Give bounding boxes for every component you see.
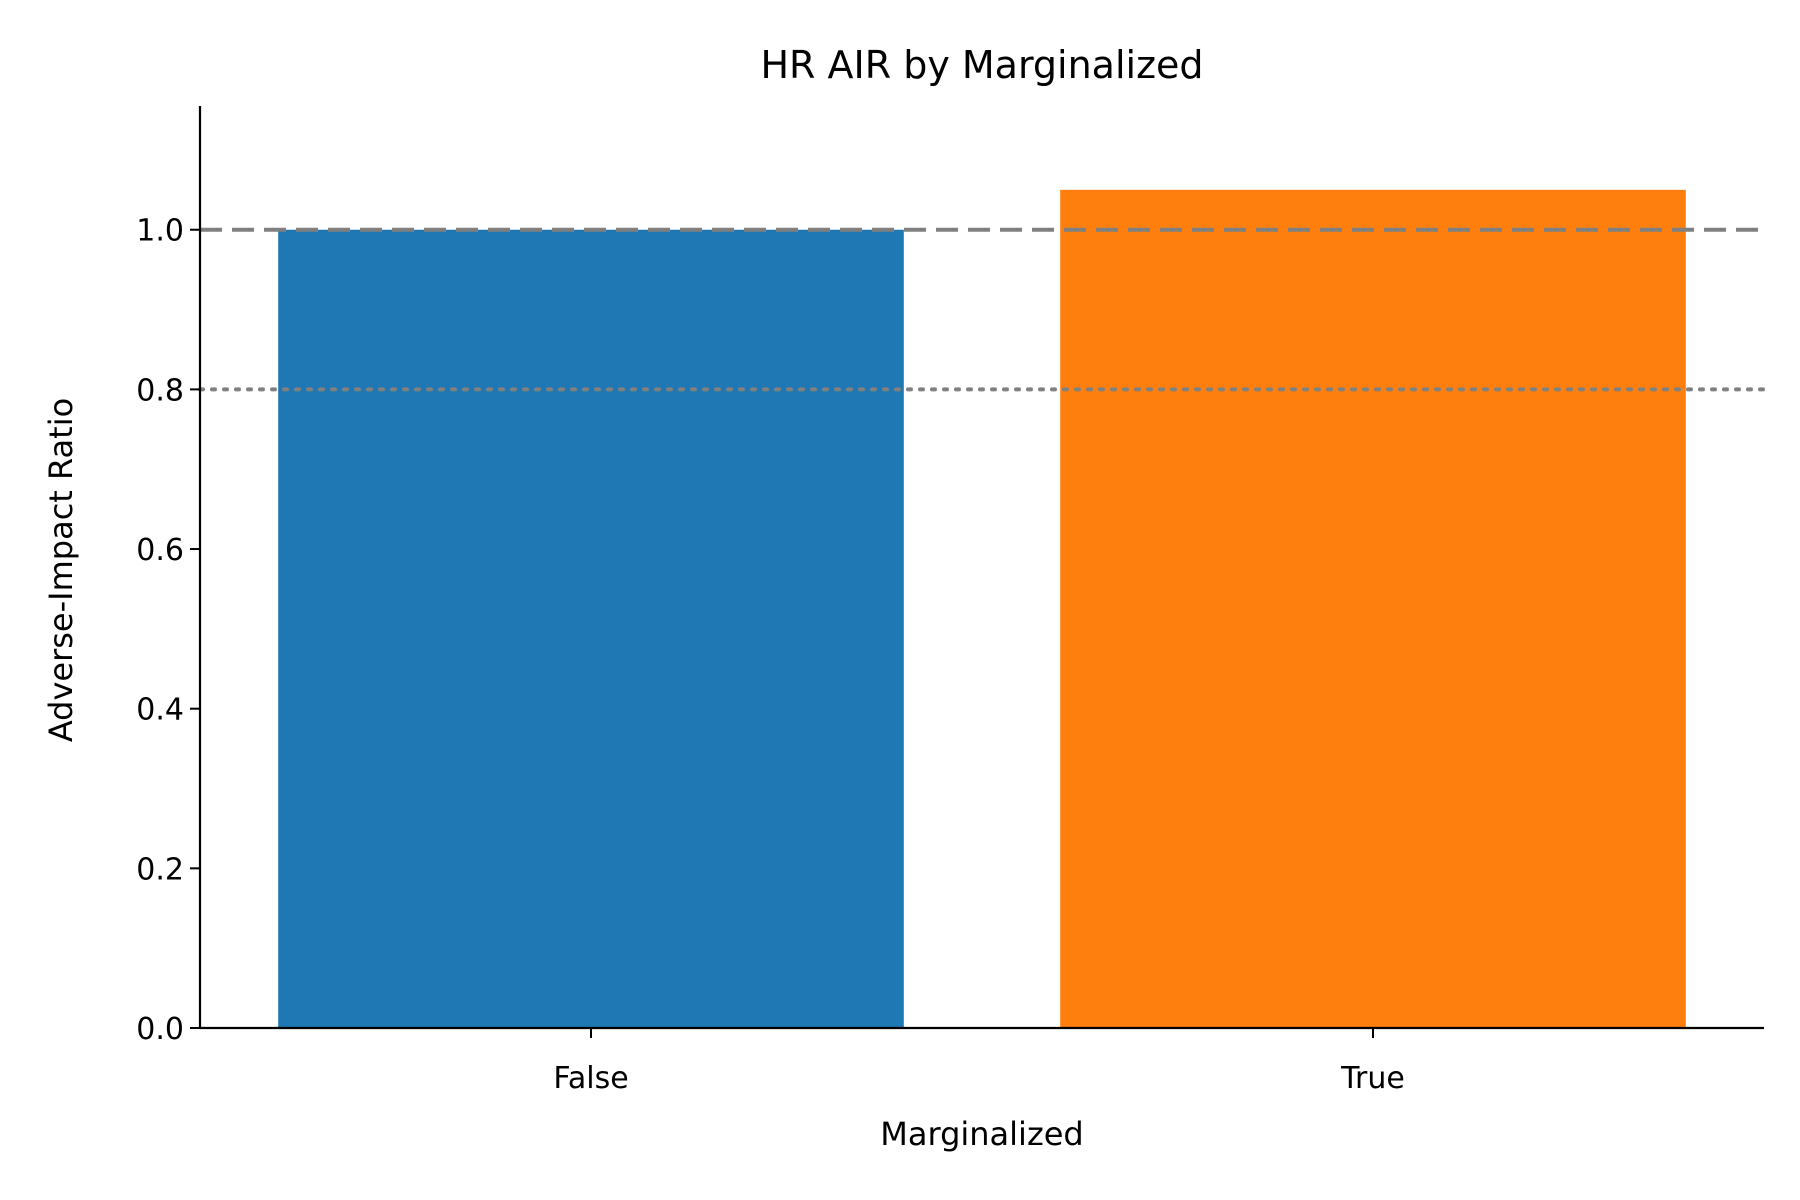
x-axis-label: Marginalized xyxy=(880,1115,1083,1153)
y-tick-label: 0.8 xyxy=(136,373,184,408)
x-tick-label: True xyxy=(1340,1061,1405,1096)
y-tick-label: 1.0 xyxy=(136,214,184,249)
chart-title: HR AIR by Marginalized xyxy=(760,43,1203,87)
y-tick-label: 0.6 xyxy=(136,533,184,568)
reference-lines-group xyxy=(198,227,1766,392)
y-ticks-group: 0.0 0.2 0.4 0.6 0.8 1.0 xyxy=(136,214,200,1047)
y-tick-label: 0.0 xyxy=(136,1012,184,1047)
axes-group xyxy=(198,106,1764,1030)
y-axis-label: Adverse-Impact Ratio xyxy=(42,398,80,742)
bars-group xyxy=(278,189,1686,1029)
y-tick-label: 0.4 xyxy=(136,693,184,728)
bar-false xyxy=(278,229,904,1029)
y-tick-label: 0.2 xyxy=(136,852,184,887)
x-tick-label: False xyxy=(553,1061,628,1096)
x-ticks-group: False True xyxy=(553,1028,1405,1096)
bar-true xyxy=(1060,189,1686,1028)
